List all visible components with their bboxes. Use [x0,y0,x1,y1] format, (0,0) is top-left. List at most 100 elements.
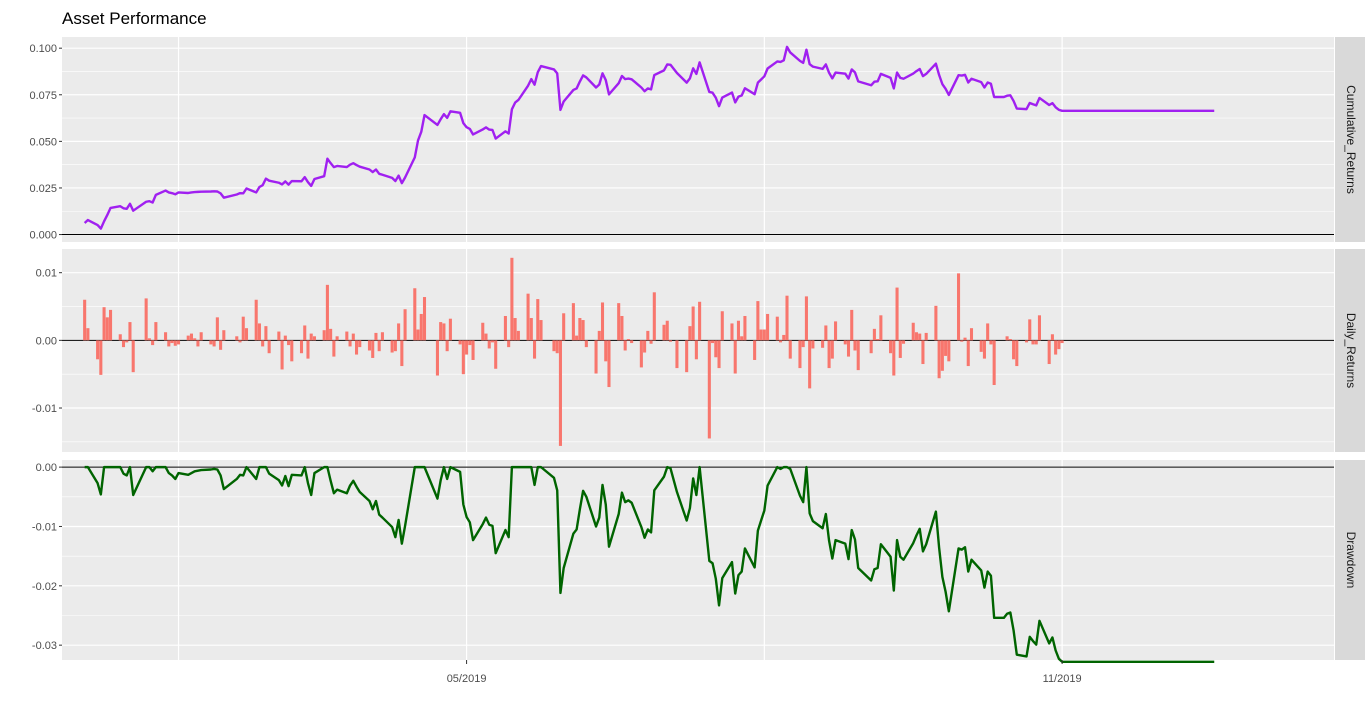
bar [147,338,151,341]
bar [393,340,397,352]
bar [963,337,967,341]
bar [244,328,249,341]
bar [199,332,203,341]
bar [578,318,582,341]
bar [1037,315,1041,341]
bar [714,340,718,358]
bar [762,329,766,341]
bar [154,322,158,341]
y-tick-label: 0.01 [36,268,57,280]
bar [539,320,543,341]
bar [785,295,789,341]
bar [834,321,838,341]
bar [717,340,721,369]
facet-strip [1335,460,1365,660]
bar [992,340,996,386]
bar [581,320,585,341]
bar [196,340,200,347]
bar [131,340,135,373]
bar [465,340,469,355]
bar [484,333,488,341]
bar [571,303,575,341]
bar [290,340,294,362]
bar [390,340,394,353]
bar [526,293,530,341]
bar [901,340,906,344]
bar [241,316,245,341]
bar [257,323,261,341]
bar [960,340,964,342]
bar [824,325,828,341]
bar [986,323,990,341]
bar [940,340,944,371]
bar [348,340,352,347]
bar [487,340,491,349]
y-tick-label: 0.00 [36,462,57,474]
bar [575,335,579,341]
bar [947,340,951,362]
bar [125,340,129,343]
y-tick-label: 0.075 [29,90,57,102]
x-tick-label: 05/2019 [447,673,487,685]
bar [219,340,223,350]
facet-strip-label: Cumulative_Returns [1344,85,1358,194]
bar [623,340,627,351]
bar [144,298,148,341]
bar [280,340,284,370]
bar [856,340,860,371]
bar [400,340,404,367]
bar [788,340,792,359]
y-tick-label: 0.100 [29,43,57,55]
bar [879,315,883,341]
bar [212,340,216,347]
bar [730,323,734,341]
bars [83,257,1064,446]
bar [335,336,339,341]
bar [351,333,355,341]
bar [989,340,993,345]
bar [303,325,307,341]
bar [371,340,375,358]
bar [979,340,983,352]
bar [937,340,941,379]
bar [600,302,605,341]
bar [876,339,880,341]
bar [555,340,559,354]
panel-cumulative-returns: 0.000 0.025 0.050 0.075 0.100 Cumulative_Retu… [29,37,1365,242]
x-tick-label: 11/2019 [1043,673,1082,685]
bar [558,340,562,446]
bar [325,284,329,341]
bar [367,340,372,351]
bar [261,340,265,347]
bar [811,340,815,349]
bar [892,340,896,376]
facet-strip-label: Daily_Returns [1344,313,1358,388]
bar [694,340,698,360]
y-tick-label: 0.025 [29,183,57,195]
bar [604,340,608,362]
bar [481,322,485,341]
bar [536,299,540,341]
bar [743,315,747,341]
bar [846,340,851,357]
bar [329,328,333,341]
bar [380,332,384,341]
bar [1050,334,1054,341]
bar [86,328,90,341]
bar [1024,340,1029,343]
bar [944,340,948,356]
bar [736,320,740,341]
bar [299,340,304,354]
y-tick-label: -0.02 [32,581,57,593]
bar [620,315,624,341]
bar [277,331,281,341]
bar [584,340,588,348]
bar [821,340,825,348]
bar [176,340,181,345]
bar [1015,340,1019,367]
series-line-drawdown [84,465,1215,663]
bar [118,334,122,341]
bar [801,340,805,348]
